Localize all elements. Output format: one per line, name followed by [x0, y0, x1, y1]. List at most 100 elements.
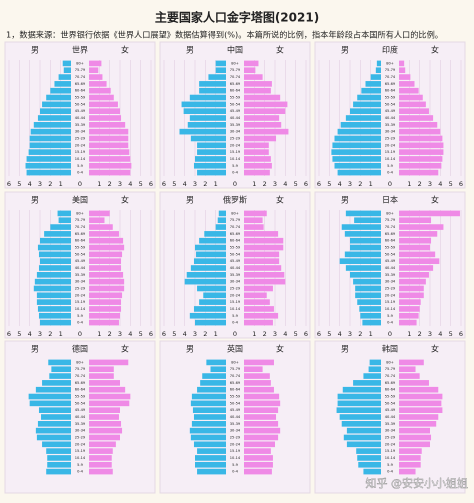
bar [36, 272, 71, 278]
center-band [226, 60, 244, 176]
bar [363, 468, 381, 475]
bar [346, 441, 381, 448]
bar [179, 128, 226, 135]
bar [344, 231, 381, 237]
bar [331, 149, 381, 155]
bar [34, 278, 71, 285]
bar [340, 122, 381, 128]
bar [355, 285, 381, 292]
panel-title: 日本 [382, 195, 398, 205]
y-tick-label: 60-64 [75, 89, 86, 93]
bar [359, 306, 381, 312]
x-tick-label: 5 [172, 180, 176, 188]
bar [244, 441, 275, 448]
bar [46, 448, 71, 454]
x-tick-label: 2 [263, 180, 267, 188]
bar [195, 319, 226, 326]
bar [40, 237, 71, 244]
bar [341, 421, 381, 427]
bar [46, 468, 71, 475]
y-tick-label: 65-69 [230, 381, 241, 385]
y-tick-label: 45-49 [230, 259, 241, 263]
bar [199, 299, 226, 305]
y-tick-label: 80+ [231, 61, 239, 65]
bar [244, 312, 279, 319]
y-tick-label: 60-64 [230, 239, 241, 243]
x-tick-label: 2 [108, 180, 112, 188]
y-tick-label: 75-79 [230, 68, 241, 72]
bar [89, 149, 130, 155]
bar [189, 427, 226, 434]
bar [337, 400, 381, 407]
bar [244, 380, 271, 386]
bar [244, 101, 288, 108]
center-band [381, 359, 399, 475]
bar [62, 60, 71, 67]
bar [89, 128, 129, 135]
y-tick-label: 20-24 [230, 442, 241, 446]
y-tick-label: 45-49 [75, 259, 86, 263]
x-tick-label: 0 [388, 330, 392, 338]
y-tick-label: 55-59 [75, 246, 86, 250]
x-tick-label: 6 [459, 180, 463, 188]
bar [193, 441, 226, 448]
y-tick-label: 30-34 [385, 280, 396, 284]
bar [89, 169, 131, 176]
bar [399, 108, 429, 114]
bar [355, 292, 381, 299]
bar [199, 237, 226, 244]
bar [244, 366, 263, 373]
x-tick-label: 4 [338, 180, 342, 188]
y-tick-label: 20-24 [230, 143, 241, 147]
y-tick-label: 70-74 [230, 225, 241, 229]
x-tick-label: 1 [369, 180, 373, 188]
x-tick-label: 3 [428, 330, 432, 338]
bar [89, 292, 123, 299]
x-tick-label: 1 [369, 330, 373, 338]
y-tick-label: 70-74 [385, 75, 396, 79]
y-tick-label: 60-64 [75, 239, 86, 243]
x-tick-label: 1 [214, 330, 218, 338]
y-tick-label: 15-19 [385, 150, 396, 154]
bar [357, 94, 381, 101]
bar [399, 122, 438, 128]
y-tick-label: 0-4 [387, 470, 394, 474]
x-tick-label: 6 [317, 180, 321, 188]
y-tick-label: 45-49 [75, 109, 86, 113]
bar [89, 87, 111, 94]
bar [362, 319, 381, 326]
bar [193, 258, 226, 264]
bar [193, 162, 226, 169]
bar [399, 407, 443, 413]
bar [399, 285, 424, 292]
bar [197, 285, 226, 292]
y-tick-label: 65-69 [385, 232, 396, 236]
y-tick-label: 65-69 [75, 381, 86, 385]
bar [36, 299, 71, 305]
x-tick-label: 4 [438, 330, 442, 338]
bar [244, 156, 271, 162]
x-tick-label: 4 [438, 180, 442, 188]
bar [363, 373, 381, 379]
x-tick-label: 0 [233, 330, 237, 338]
y-tick-label: 55-59 [230, 96, 241, 100]
bar [399, 231, 438, 237]
bar [337, 393, 381, 400]
bar [244, 359, 274, 366]
bar [345, 265, 381, 271]
y-tick-label: 5-9 [387, 463, 394, 467]
bar [345, 115, 381, 121]
bar [399, 373, 420, 379]
x-tick-label: 4 [128, 330, 132, 338]
bar [30, 128, 71, 135]
bar [28, 149, 72, 155]
x-tick-label: 6 [317, 330, 321, 338]
y-tick-label: 45-49 [230, 408, 241, 412]
bar [244, 278, 286, 285]
bar [38, 251, 71, 258]
y-tick-label: 40-44 [75, 116, 86, 120]
bar [29, 135, 72, 142]
bar [89, 156, 131, 162]
bar [89, 380, 120, 386]
bar [399, 414, 439, 420]
